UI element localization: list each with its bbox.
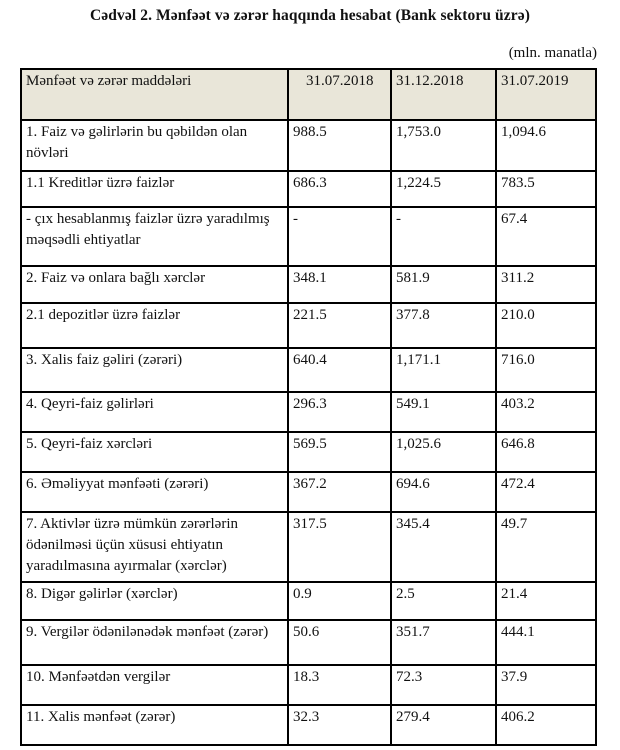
value-cell: 783.5 xyxy=(495,170,597,208)
row-label-cell: 1. Faiz və gəlirlərin bu qəbildən olan n… xyxy=(20,119,289,172)
row-label-cell: 7. Aktivlər üzrə mümkün zərərlərin ödəni… xyxy=(20,511,289,583)
value-cell: 37.9 xyxy=(495,664,597,706)
value-cell: 403.2 xyxy=(495,391,597,433)
table-row: 8. Digər gəlirlər (xərclər) 0.9 2.5 21.4 xyxy=(20,581,597,621)
value-cell: 694.6 xyxy=(390,471,497,513)
value-cell: 2.5 xyxy=(390,581,497,621)
row-label-cell: 11. Xalis mənfəət (zərər) xyxy=(20,704,289,746)
table-row: - çıx hesablanmış faizlər üzrə yaradılmı… xyxy=(20,206,597,267)
table-row: 3. Xalis faiz gəliri (zərəri) 640.4 1,17… xyxy=(20,347,597,393)
table-row: 4. Qeyri-faiz gəlirləri 296.3 549.1 403.… xyxy=(20,391,597,433)
table-row: 11. Xalis mənfəət (zərər) 32.3 279.4 406… xyxy=(20,704,597,746)
value-cell: 210.0 xyxy=(495,302,597,349)
row-label-cell: 10. Mənfəətdən vergilər xyxy=(20,664,289,706)
value-cell: 311.2 xyxy=(495,265,597,304)
value-cell: 351.7 xyxy=(390,619,497,666)
col-header-date-2: 31.12.2018 xyxy=(390,68,497,121)
value-cell: 377.8 xyxy=(390,302,497,349)
value-cell: 1,025.6 xyxy=(390,431,497,473)
value-cell: 569.5 xyxy=(287,431,392,473)
value-cell: 279.4 xyxy=(390,704,497,746)
unit-note: (mln. manatla) xyxy=(508,45,597,61)
row-label-cell: 8. Digər gəlirlər (xərclər) xyxy=(20,581,289,621)
table-header-row: Mənfəət və zərər maddələri 31.07.2018 31… xyxy=(20,68,597,121)
value-cell: 67.4 xyxy=(495,206,597,267)
page-title: Cədvəl 2. Mənfəət və zərər haqqında hesa… xyxy=(90,7,530,24)
value-cell: 345.4 xyxy=(390,511,497,583)
table-row: 1.1 Kreditlər üzrə faizlər 686.3 1,224.5… xyxy=(20,170,597,208)
value-cell: - xyxy=(287,206,392,267)
row-label-cell: 2. Faiz və onlara bağlı xərclər xyxy=(20,265,289,304)
col-header-items: Mənfəət və zərər maddələri xyxy=(20,68,289,121)
value-cell: 32.3 xyxy=(287,704,392,746)
profit-loss-table: Mənfəət və zərər maddələri 31.07.2018 31… xyxy=(20,68,597,746)
value-cell: 50.6 xyxy=(287,619,392,666)
value-cell: 72.3 xyxy=(390,664,497,706)
col-header-date-3: 31.07.2019 xyxy=(495,68,597,121)
row-label-cell: 2.1 depozitlər üzrə faizlər xyxy=(20,302,289,349)
table-row: 10. Mənfəətdən vergilər 18.3 72.3 37.9 xyxy=(20,664,597,706)
value-cell: 988.5 xyxy=(287,119,392,172)
table-row: 7. Aktivlər üzrə mümkün zərərlərin ödəni… xyxy=(20,511,597,583)
value-cell: 1,224.5 xyxy=(390,170,497,208)
value-cell: 581.9 xyxy=(390,265,497,304)
table-row: 1. Faiz və gəlirlərin bu qəbildən olan n… xyxy=(20,119,597,172)
value-cell: 317.5 xyxy=(287,511,392,583)
value-cell: 472.4 xyxy=(495,471,597,513)
row-label-cell: 1.1 Kreditlər üzrə faizlər xyxy=(20,170,289,208)
value-cell: - xyxy=(390,206,497,267)
value-cell: 716.0 xyxy=(495,347,597,393)
col-header-date-1: 31.07.2018 xyxy=(287,68,392,121)
row-label-cell: - çıx hesablanmış faizlər üzrə yaradılmı… xyxy=(20,206,289,267)
table-row: 2.1 depozitlər üzrə faizlər 221.5 377.8 … xyxy=(20,302,597,349)
value-cell: 296.3 xyxy=(287,391,392,433)
value-cell: 1,094.6 xyxy=(495,119,597,172)
table-row: 6. Əməliyyat mənfəəti (zərəri) 367.2 694… xyxy=(20,471,597,513)
value-cell: 406.2 xyxy=(495,704,597,746)
value-cell: 0.9 xyxy=(287,581,392,621)
table-row: 2. Faiz və onlara bağlı xərclər 348.1 58… xyxy=(20,265,597,304)
value-cell: 221.5 xyxy=(287,302,392,349)
value-cell: 49.7 xyxy=(495,511,597,583)
value-cell: 444.1 xyxy=(495,619,597,666)
row-label-cell: 3. Xalis faiz gəliri (zərəri) xyxy=(20,347,289,393)
row-label-cell: 4. Qeyri-faiz gəlirləri xyxy=(20,391,289,433)
value-cell: 18.3 xyxy=(287,664,392,706)
row-label-cell: 9. Vergilər ödənilənədək mənfəət (zərər) xyxy=(20,619,289,666)
row-label-cell: 5. Qeyri-faiz xərcləri xyxy=(20,431,289,473)
value-cell: 1,753.0 xyxy=(390,119,497,172)
table-row: 5. Qeyri-faiz xərcləri 569.5 1,025.6 646… xyxy=(20,431,597,473)
value-cell: 367.2 xyxy=(287,471,392,513)
table-row: 9. Vergilər ödənilənədək mənfəət (zərər)… xyxy=(20,619,597,666)
value-cell: 640.4 xyxy=(287,347,392,393)
row-label-cell: 6. Əməliyyat mənfəəti (zərəri) xyxy=(20,471,289,513)
value-cell: 549.1 xyxy=(390,391,497,433)
value-cell: 348.1 xyxy=(287,265,392,304)
value-cell: 686.3 xyxy=(287,170,392,208)
value-cell: 646.8 xyxy=(495,431,597,473)
value-cell: 21.4 xyxy=(495,581,597,621)
value-cell: 1,171.1 xyxy=(390,347,497,393)
